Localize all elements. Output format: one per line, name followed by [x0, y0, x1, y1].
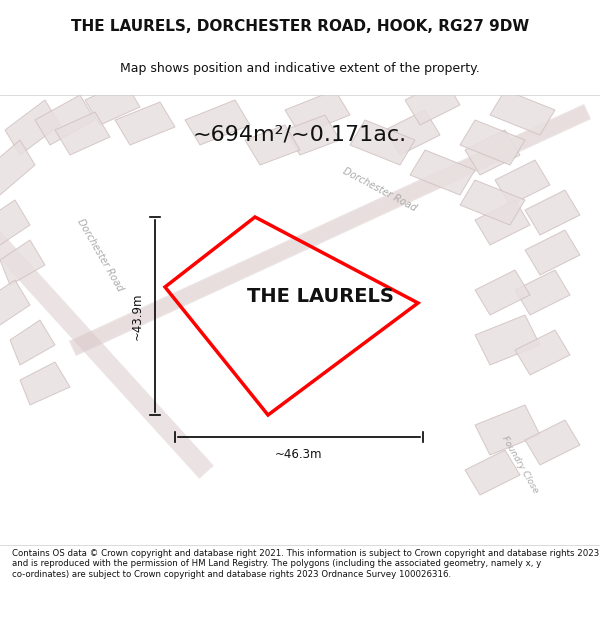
Text: Dorchester Road: Dorchester Road — [75, 217, 125, 293]
Polygon shape — [0, 140, 35, 195]
Polygon shape — [465, 130, 520, 175]
Polygon shape — [85, 82, 140, 125]
Polygon shape — [285, 115, 340, 155]
Polygon shape — [385, 110, 440, 155]
Polygon shape — [245, 125, 300, 165]
Polygon shape — [525, 190, 580, 235]
Polygon shape — [350, 120, 415, 165]
Polygon shape — [410, 150, 475, 195]
Text: Dorchester Road: Dorchester Road — [341, 166, 419, 214]
Polygon shape — [475, 270, 530, 315]
Polygon shape — [35, 95, 95, 145]
Polygon shape — [465, 450, 520, 495]
Polygon shape — [10, 320, 55, 365]
Polygon shape — [20, 362, 70, 405]
Polygon shape — [405, 80, 460, 125]
Polygon shape — [515, 330, 570, 375]
Polygon shape — [460, 180, 525, 225]
Polygon shape — [525, 230, 580, 275]
Polygon shape — [285, 90, 350, 135]
Polygon shape — [525, 420, 580, 465]
Polygon shape — [115, 102, 175, 145]
Text: Map shows position and indicative extent of the property.: Map shows position and indicative extent… — [120, 62, 480, 75]
Text: ~694m²/~0.171ac.: ~694m²/~0.171ac. — [193, 125, 407, 145]
Polygon shape — [0, 200, 30, 245]
Polygon shape — [55, 112, 110, 155]
Text: THE LAURELS, DORCHESTER ROAD, HOOK, RG27 9DW: THE LAURELS, DORCHESTER ROAD, HOOK, RG27… — [71, 19, 529, 34]
Text: ~46.3m: ~46.3m — [275, 449, 323, 461]
Polygon shape — [0, 280, 30, 325]
Text: Contains OS data © Crown copyright and database right 2021. This information is : Contains OS data © Crown copyright and d… — [12, 549, 599, 579]
Polygon shape — [475, 200, 530, 245]
Polygon shape — [495, 160, 550, 205]
Text: THE LAURELS: THE LAURELS — [247, 288, 394, 306]
Polygon shape — [475, 405, 540, 455]
Polygon shape — [5, 100, 60, 155]
Polygon shape — [460, 120, 525, 165]
Polygon shape — [475, 315, 540, 365]
Text: ~43.9m: ~43.9m — [131, 292, 143, 340]
Polygon shape — [515, 270, 570, 315]
Text: Foundry Close: Foundry Close — [500, 435, 540, 495]
Polygon shape — [0, 240, 45, 285]
Polygon shape — [490, 90, 555, 135]
Polygon shape — [185, 100, 250, 145]
